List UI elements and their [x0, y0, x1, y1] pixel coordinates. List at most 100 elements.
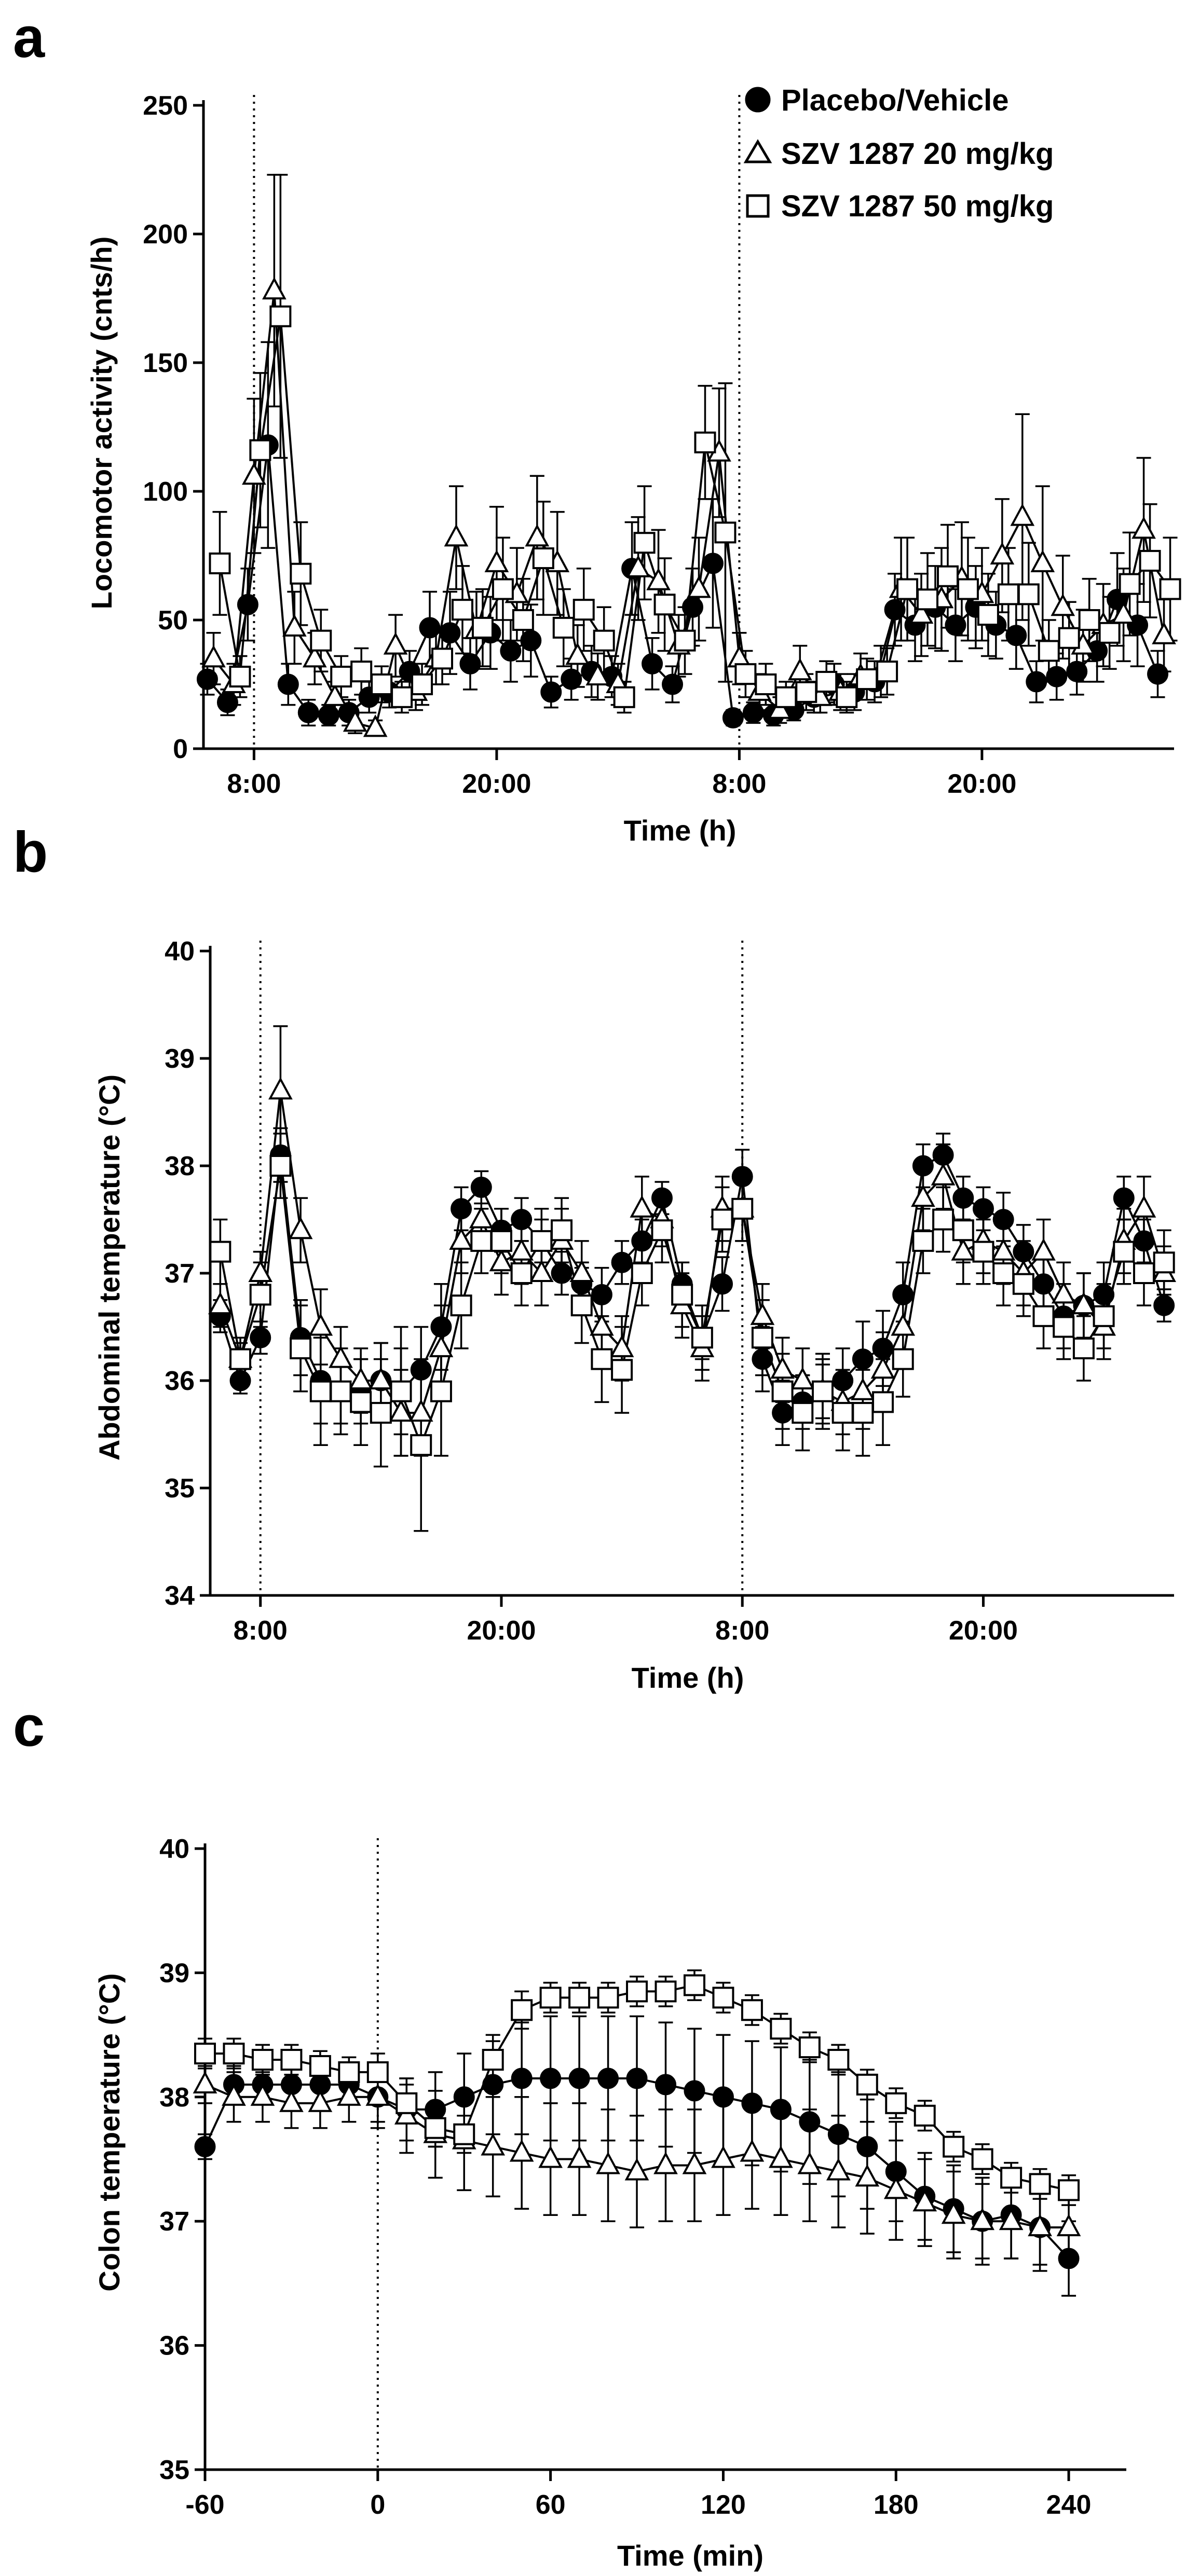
panel-b-data-point-placebo	[651, 1187, 673, 1209]
panel-a-data-point-szv-50	[431, 648, 454, 670]
panel-b-y-tick-label: 34	[165, 1581, 195, 1611]
panel-a-y-tick-label: 150	[143, 348, 188, 378]
panel-b-data-point-placebo	[932, 1144, 954, 1166]
panel-b-data-point-szv-50	[691, 1327, 713, 1349]
panel-b-data-point-placebo	[250, 1327, 271, 1348]
panel-b-data-point-szv-50	[972, 1241, 994, 1263]
panel-a-data-point-szv-50	[593, 629, 615, 652]
panel-b-data-point-placebo	[1153, 1294, 1175, 1316]
panel-a-data-point-placebo	[318, 705, 339, 726]
panel-b-data-point-szv-50	[811, 1380, 834, 1402]
panel-b-data-point-szv-20	[429, 1334, 454, 1357]
panel-b-data-point-szv-20	[891, 1313, 916, 1336]
panel-b-data-point-szv-20	[609, 1334, 634, 1357]
panel-b-data-point-placebo	[912, 1155, 934, 1177]
panel-a-data-point-szv-20	[1030, 549, 1055, 572]
panel-b-data-point-placebo	[752, 1348, 773, 1370]
panel-b-data-point-szv-50	[510, 1262, 533, 1284]
panel-c: c 35 36 37 38 39 40 -60 0 60 120 180 240 Time (min)…	[13, 1695, 1126, 2572]
panel-b-letter: b	[13, 820, 48, 884]
panel-b-data-point-placebo	[1113, 1187, 1135, 1209]
panel-c-data-point-szv-20	[769, 2145, 793, 2168]
panel-a-data-point-szv-20	[767, 696, 792, 719]
panel-a-data-point-szv-20	[1010, 503, 1035, 526]
legend-label-placebo: Placebo/Vehicle	[781, 84, 1008, 117]
panel-b-x-tick-label: 8:00	[715, 1616, 769, 1646]
panel-b-data-point-szv-20	[770, 1356, 795, 1379]
panel-a-data-point-szv-20	[322, 683, 347, 706]
panel-b-data-point-szv-50	[671, 1284, 693, 1306]
panel-a-x-tick-label: 8:00	[227, 769, 281, 799]
panel-b-data-point-szv-20	[1051, 1281, 1076, 1304]
legend-label-szv-50: SZV 1287 50 mg/kg	[781, 189, 1054, 223]
panel-c-data-point-szv-50	[655, 1980, 677, 2003]
panel-c-data-point-szv-50	[1058, 2179, 1080, 2201]
panel-b-data-point-szv-50	[269, 1155, 292, 1177]
panel-a-data-point-szv-50	[694, 431, 716, 453]
panel-a-data-point-szv-20	[626, 555, 650, 577]
panel-b-x-tick-label: 8:00	[234, 1616, 288, 1646]
panel-b-data-point-placebo	[470, 1176, 492, 1198]
panel-b-data-point-szv-20	[870, 1356, 895, 1379]
panel-a-data-point-szv-20	[565, 642, 590, 665]
panel-b-data-point-szv-50	[992, 1262, 1015, 1284]
panel-a-data-point-szv-50	[492, 578, 514, 600]
panel-a-data-point-placebo	[196, 668, 218, 690]
panel-a-data-point-szv-50	[613, 686, 635, 708]
panel-b-data-point-placebo	[832, 1370, 854, 1392]
panel-b-y-tick-label: 36	[165, 1366, 195, 1396]
panel-b-data-point-szv-50	[611, 1359, 633, 1381]
panel-b-data-point-szv-20	[1071, 1291, 1096, 1315]
panel-b-data-point-placebo	[430, 1316, 452, 1338]
panel-a-data-point-szv-50	[977, 604, 999, 626]
panel-b-data-point-szv-20	[911, 1184, 935, 1207]
panel-a-data-point-szv-50	[1038, 640, 1060, 662]
panel-c-data-point-szv-20	[883, 2176, 908, 2199]
panel-c-data-point-placebo	[540, 2068, 562, 2089]
panel-c-data-point-szv-50	[827, 2048, 850, 2071]
panel-c-data-point-szv-20	[711, 2145, 735, 2168]
panel-b-data-point-szv-20	[389, 1399, 413, 1422]
panel-a: a 0 50 100 150 200 250 8:00 20:00 8:00 20:00 Time…	[13, 6, 1181, 847]
panel-c-x-tick-label: 0	[370, 2490, 385, 2520]
panel-b-data-point-szv-20	[951, 1238, 976, 1261]
panel-a-data-point-placebo	[1066, 660, 1088, 682]
panel-b-data-point-szv-20	[509, 1238, 534, 1261]
panel-b-data-point-szv-50	[751, 1327, 773, 1349]
panel-a-data-point-szv-20	[262, 277, 287, 300]
panel-c-data-point-szv-50	[683, 1974, 705, 1996]
panel-b-data-point-placebo	[451, 1198, 472, 1220]
panel-c-data-point-szv-20	[797, 2152, 822, 2174]
panel-b-y-tick-label: 38	[165, 1151, 195, 1181]
panel-c-y-tick-label: 38	[159, 2083, 189, 2113]
panel-c-y-tick-label: 37	[159, 2207, 189, 2237]
panel-a-data-point-placebo	[439, 622, 461, 644]
panel-c-data-point-szv-20	[624, 2158, 649, 2181]
panel-b-data-point-placebo	[631, 1230, 653, 1252]
panel-b-data-point-szv-20	[590, 1313, 614, 1336]
panel-a-data-point-szv-20	[383, 632, 408, 655]
panel-c-y-tick-label: 36	[159, 2331, 189, 2361]
panel-b-data-point-szv-50	[631, 1262, 653, 1284]
panel-b-data-point-szv-50	[771, 1380, 794, 1402]
legend-item-szv-20: SZV 1287 20 mg/kg	[743, 137, 1054, 171]
panel-b-y-tick-label: 40	[165, 936, 195, 967]
panel-b-data-point-szv-50	[530, 1230, 553, 1252]
panel-a-data-point-placebo	[540, 681, 562, 703]
panel-c-data-point-placebo	[482, 2074, 504, 2096]
panel-b-data-point-placebo	[551, 1262, 572, 1284]
panel-b-data-point-placebo	[772, 1402, 794, 1424]
panel-c-data-point-szv-50	[712, 1987, 734, 2009]
panel-a-data-point-szv-50	[532, 547, 554, 569]
panel-a-data-point-placebo	[642, 653, 663, 674]
panel-c-data-point-szv-50	[309, 2055, 331, 2077]
panel-b-data-point-szv-20	[489, 1249, 514, 1272]
panel-c-data-point-szv-20	[1056, 2213, 1081, 2237]
panel-a-data-point-szv-50	[633, 532, 656, 554]
panel-b-data-point-szv-20	[408, 1399, 433, 1422]
panel-a-data-point-szv-50	[1119, 573, 1141, 595]
panel-a-data-point-placebo	[297, 702, 319, 724]
panel-c-x-tick-label: 60	[536, 2490, 566, 2520]
panel-b-data-point-szv-50	[249, 1284, 271, 1306]
legend-triangle-marker-icon	[743, 139, 772, 163]
